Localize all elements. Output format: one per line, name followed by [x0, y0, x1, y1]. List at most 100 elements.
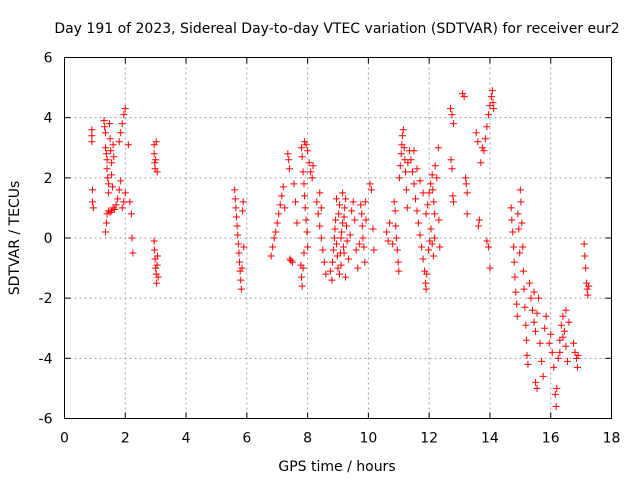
data-point: [352, 246, 360, 254]
x-tick-label: 4: [182, 431, 191, 447]
data-point: [342, 273, 350, 281]
data-point: [545, 339, 553, 347]
data-point: [533, 309, 541, 317]
data-point: [239, 207, 247, 215]
data-point: [395, 174, 403, 182]
data-point: [370, 246, 378, 254]
data-point: [573, 354, 581, 362]
data-point: [316, 222, 324, 230]
data-point: [542, 312, 550, 320]
data-point: [340, 249, 348, 257]
data-point: [401, 168, 409, 176]
data-point: [528, 306, 536, 314]
data-point: [339, 189, 347, 197]
data-point: [400, 144, 408, 152]
x-tick-label: 0: [60, 431, 69, 447]
data-point: [329, 246, 337, 254]
data-point: [298, 153, 306, 161]
data-point: [304, 243, 312, 251]
data-point: [571, 348, 579, 356]
data-point: [109, 183, 117, 191]
data-point: [415, 219, 423, 227]
data-point: [231, 186, 239, 194]
data-point: [538, 357, 546, 365]
data-point: [516, 186, 524, 194]
data-point: [463, 210, 471, 218]
data-point: [480, 147, 488, 155]
data-point: [518, 219, 526, 227]
data-point: [314, 210, 322, 218]
data-point: [338, 228, 346, 236]
data-point: [330, 234, 338, 242]
data-point: [396, 162, 404, 170]
x-tick-label: 2: [121, 431, 130, 447]
data-point: [550, 363, 558, 371]
data-point: [384, 237, 392, 245]
data-point: [88, 186, 96, 194]
data-point: [507, 204, 515, 212]
data-point: [486, 264, 494, 272]
data-point: [393, 246, 401, 254]
data-point: [276, 201, 284, 209]
data-point: [436, 243, 444, 251]
data-point: [585, 282, 593, 290]
data-point: [477, 159, 485, 167]
data-point: [395, 267, 403, 275]
data-point: [153, 168, 161, 176]
data-point: [275, 210, 283, 218]
data-point: [153, 261, 161, 269]
chart-title: Day 191 of 2023, Sidereal Day-to-day VTE…: [54, 21, 619, 37]
data-point: [236, 258, 244, 266]
data-point: [448, 165, 456, 173]
data-point: [428, 240, 436, 248]
data-point: [102, 219, 110, 227]
data-point: [478, 144, 486, 152]
data-point: [267, 252, 275, 260]
data-point: [357, 201, 365, 209]
data-point: [520, 285, 528, 293]
data-point: [390, 198, 398, 206]
x-tick-label: 16: [542, 431, 560, 447]
data-point: [305, 159, 313, 167]
data-point: [519, 243, 527, 251]
data-point: [237, 276, 245, 284]
data-point: [121, 105, 129, 113]
data-point: [413, 165, 421, 173]
data-point: [317, 204, 325, 212]
data-point: [343, 222, 351, 230]
data-point: [515, 225, 523, 233]
data-point: [394, 258, 402, 266]
data-point: [580, 240, 588, 248]
data-point: [105, 120, 113, 128]
data-point: [127, 210, 135, 218]
data-point: [102, 150, 110, 158]
data-point: [233, 222, 241, 230]
data-point: [128, 234, 136, 242]
data-point: [126, 198, 134, 206]
x-tick-label: 18: [603, 431, 621, 447]
x-tick-label: 10: [359, 431, 377, 447]
data-point: [449, 198, 457, 206]
data-point: [475, 216, 483, 224]
data-point: [334, 264, 342, 272]
data-point: [326, 267, 334, 275]
data-point: [508, 216, 516, 224]
data-point: [301, 138, 309, 146]
data-point: [108, 159, 116, 167]
data-point: [239, 198, 247, 206]
data-point: [423, 270, 431, 278]
data-point: [109, 141, 117, 149]
data-point: [511, 273, 519, 281]
data-point: [386, 219, 394, 227]
data-point: [533, 384, 541, 392]
data-point: [115, 186, 123, 194]
data-point: [291, 198, 299, 206]
data-point: [322, 270, 330, 278]
data-point: [431, 162, 439, 170]
y-tick-label: -4: [39, 351, 53, 367]
data-point: [303, 228, 311, 236]
data-point: [366, 180, 374, 188]
data-point: [402, 186, 410, 194]
data-point: [525, 279, 533, 287]
data-point: [418, 243, 426, 251]
